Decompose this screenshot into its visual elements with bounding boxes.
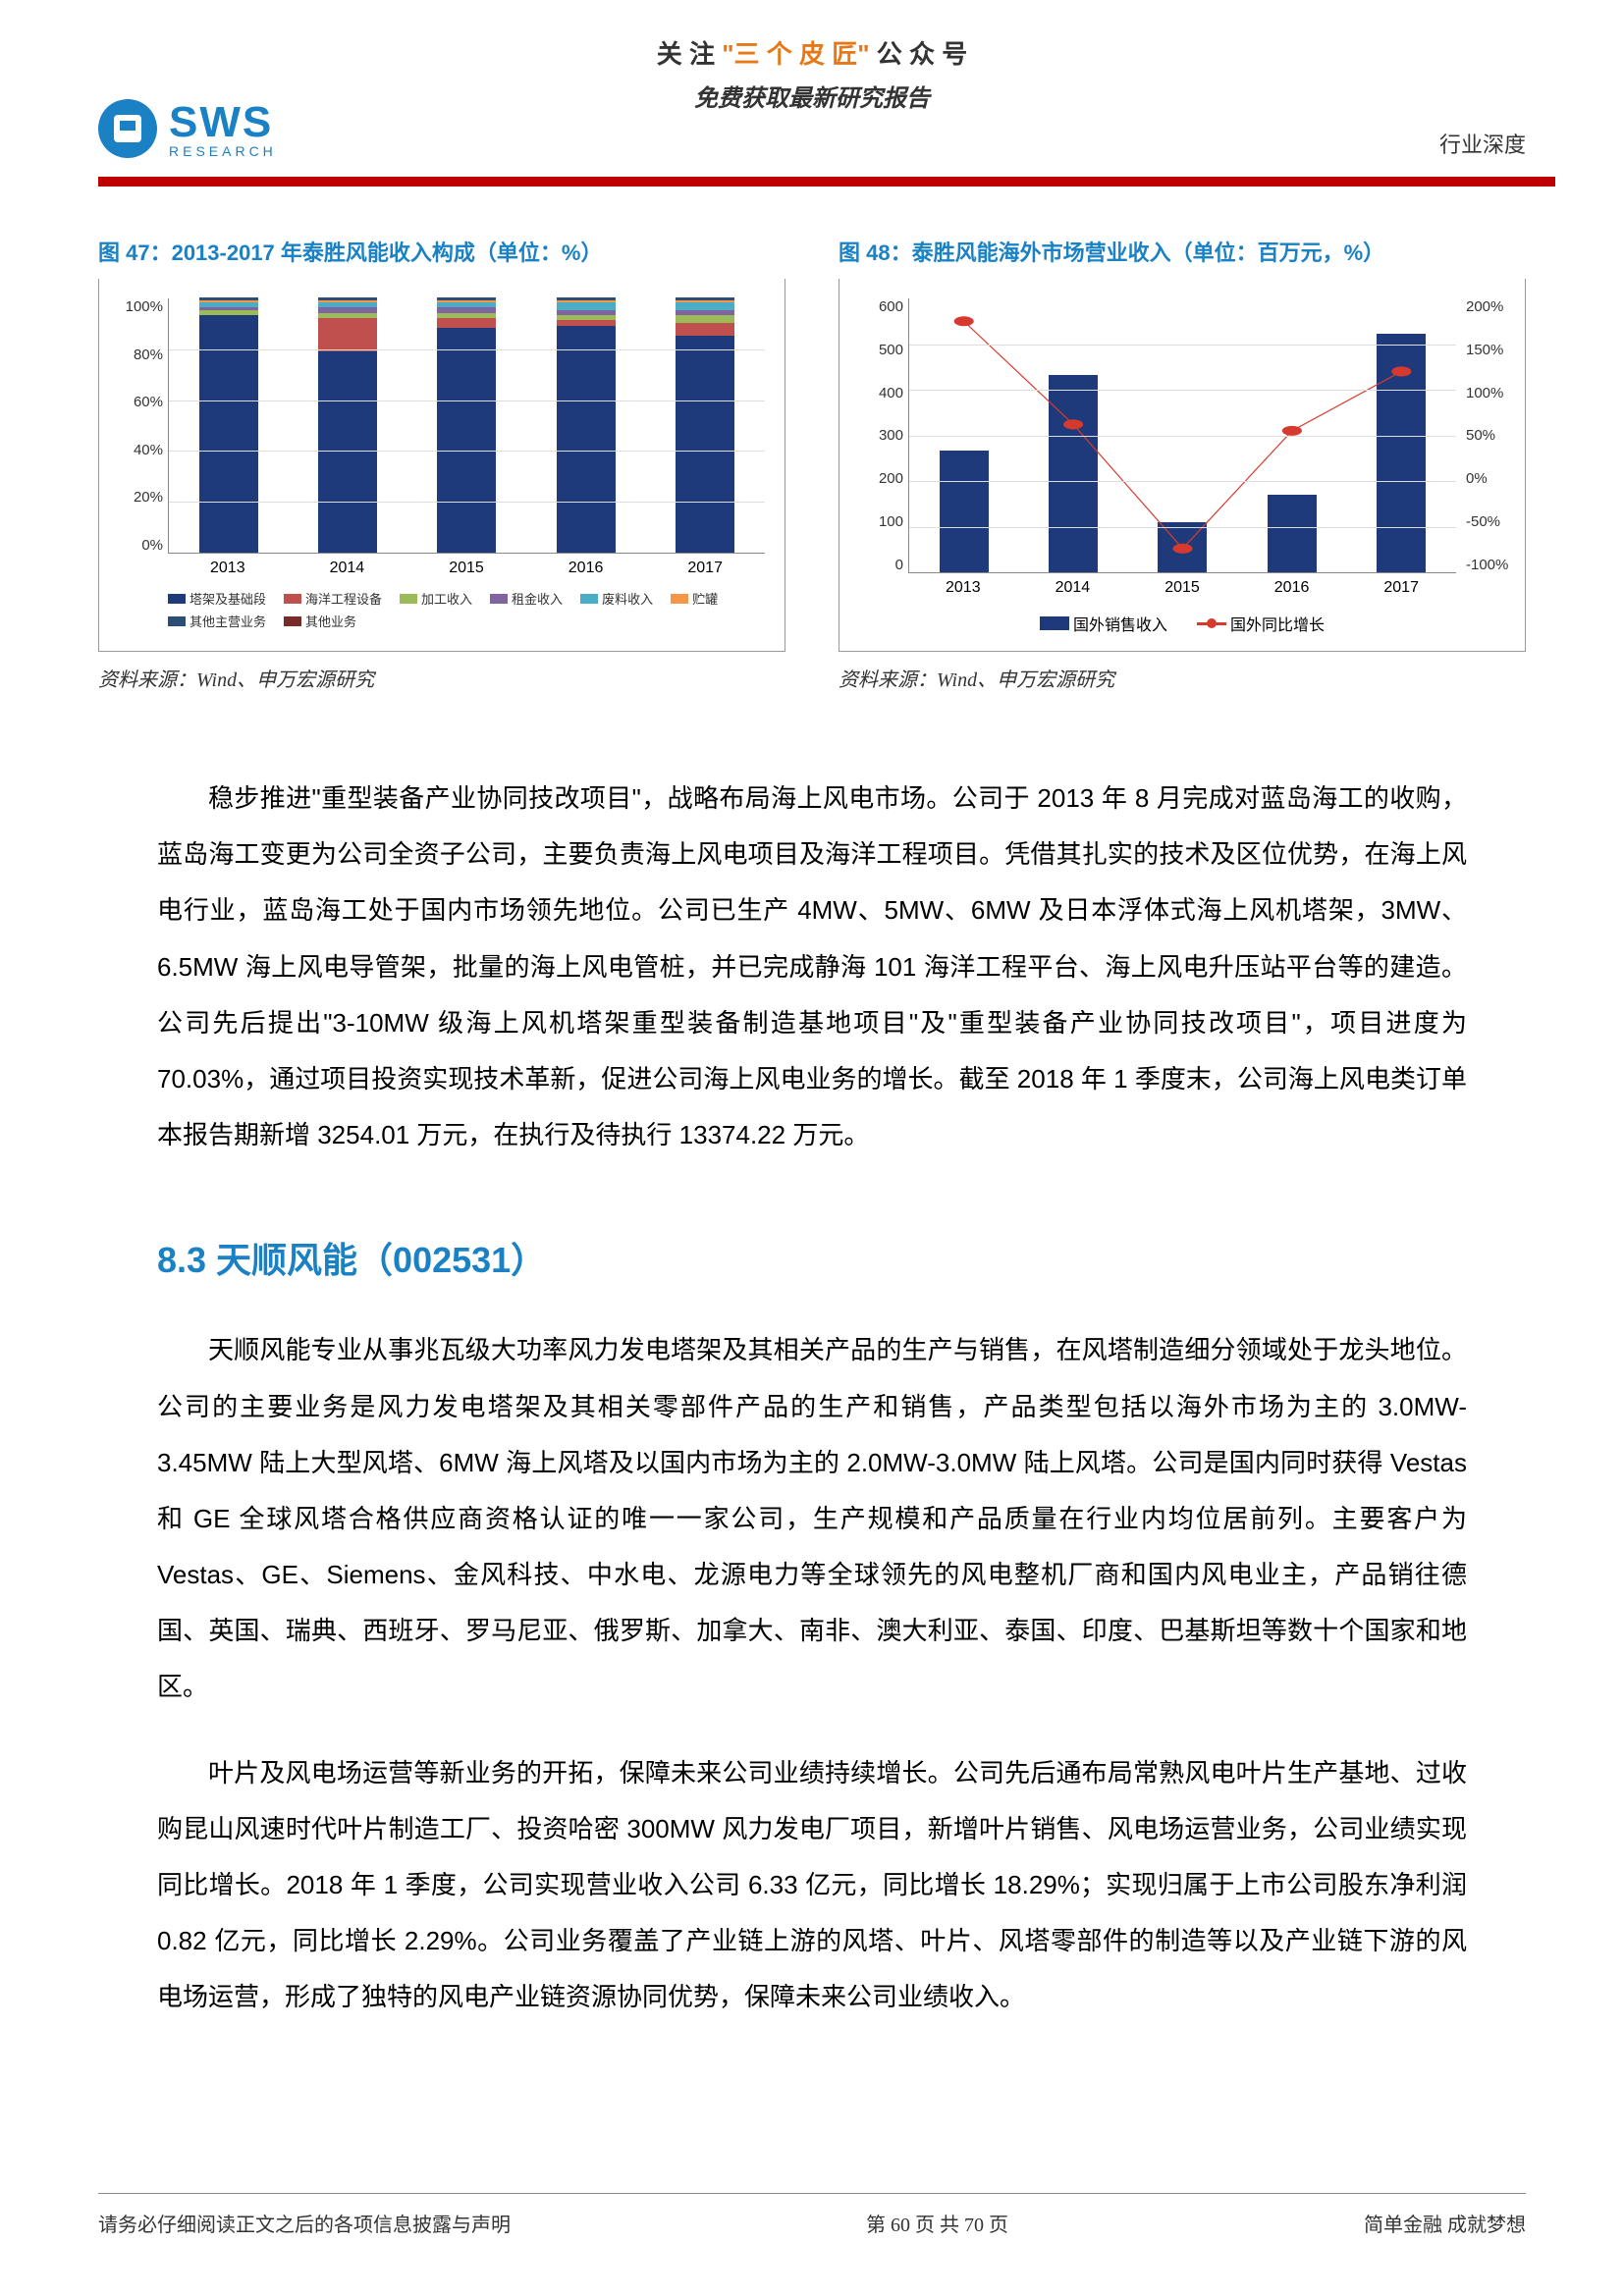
legend-item: 租金收入 [490,589,563,608]
logo: SWS RESEARCH [98,98,277,159]
stacked-bar [318,297,377,553]
chart-47-source: 资料来源：Wind、申万宏源研究 [98,664,785,692]
stacked-bar [557,297,616,553]
stacked-bar [199,297,258,553]
chart-48: 图 48：泰胜风能海外市场营业收入（单位：百万元，%） 600500400300… [839,236,1526,692]
chart-47-plot: 100%80%60%40%20%0% [168,298,765,554]
chart-47: 图 47：2013-2017 年泰胜风能收入构成（单位：%） 100%80%60… [98,236,785,692]
header-category: 行业深度 [1439,128,1526,159]
section-heading: 8.3 天顺风能（002531） [157,1232,1526,1283]
footer-left: 请务必仔细阅读正文之后的各项信息披露与声明 [98,2209,511,2237]
paragraph-2: 天顺风能专业从事兆瓦级大功率风力发电塔架及其相关产品的生产与销售，在风塔制造细分… [157,1322,1467,1715]
wm-b: "三 个 皮 匠" [722,39,869,69]
stacked-bar [676,297,734,553]
watermark-header: 关 注 "三 个 皮 匠" 公 众 号 免费获取最新研究报告 [0,0,1624,113]
legend-item: 塔架及基础段 [168,589,266,608]
legend-item: 其他业务 [284,612,356,630]
chart-48-source: 资料来源：Wind、申万宏源研究 [839,664,1526,692]
legend-item: 海洋工程设备 [284,589,382,608]
header-bar [98,177,1555,187]
paragraph-1: 稳步推进"重型装备产业协同技改项目"，战略布局海上风电市场。公司于 2013 年… [157,771,1467,1163]
legend-item: 废料收入 [580,589,653,608]
paragraph-3: 叶片及风电场运营等新业务的开拓，保障未来公司业绩持续增长。公司先后通布局常熟风电… [157,1745,1467,2026]
footer: 请务必仔细阅读正文之后的各项信息披露与声明 第 60 页 共 70 页 简单金融… [98,2193,1526,2237]
footer-center: 第 60 页 共 70 页 [866,2209,1008,2237]
chart-48-title: 图 48：泰胜风能海外市场营业收入（单位：百万元，%） [839,236,1526,267]
legend-item: 其他主营业务 [168,612,266,630]
chart-47-title: 图 47：2013-2017 年泰胜风能收入构成（单位：%） [98,236,785,267]
logo-icon [98,99,157,158]
stacked-bar [437,297,496,553]
legend-item: 加工收入 [400,589,472,608]
wm-a: 关 注 [657,39,715,69]
legend-item: 贮罐 [671,589,718,608]
: 简单金融 成就梦想 [1364,2209,1526,2237]
legend-item: 国外销售收入 [1040,612,1167,635]
logo-sub: RESEARCH [169,143,277,159]
chart-48-plot: 6005004003002001000 200%150%100%50%0%-50… [908,298,1456,573]
wm-c: 公 众 号 [877,39,967,69]
legend-item: 国外同比增长 [1197,612,1325,635]
logo-text: SWS [169,98,277,147]
